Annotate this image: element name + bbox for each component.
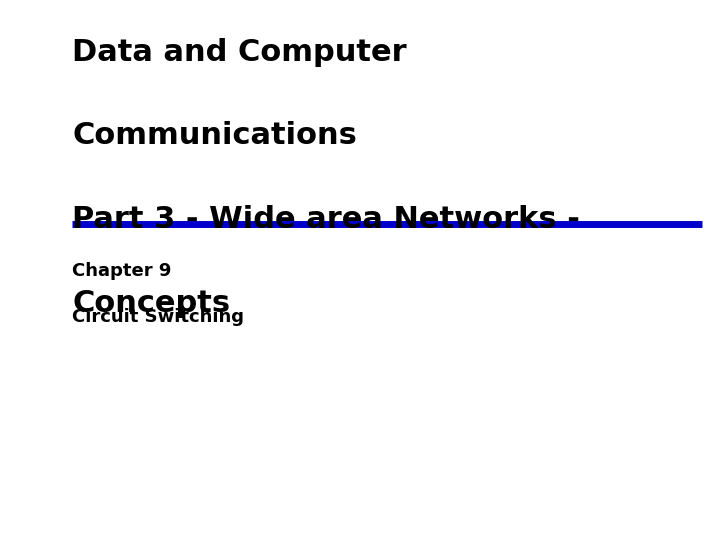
Text: Part 3 - Wide area Networks -: Part 3 - Wide area Networks - [72,205,580,234]
Text: Circuit Switching: Circuit Switching [72,308,244,326]
Text: Concepts: Concepts [72,289,230,318]
Text: Communications: Communications [72,122,357,151]
Text: Data and Computer: Data and Computer [72,38,407,67]
Text: Chapter 9: Chapter 9 [72,262,171,280]
